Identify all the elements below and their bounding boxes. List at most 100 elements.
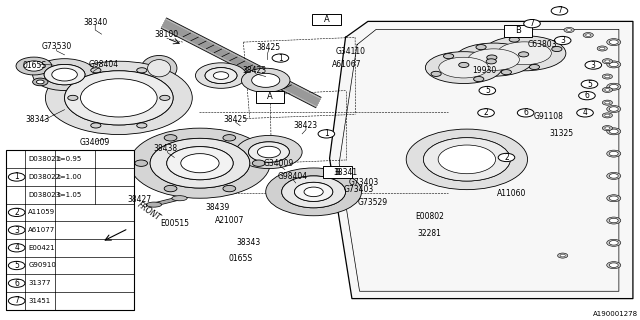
Text: A11060: A11060 — [497, 189, 526, 198]
Circle shape — [609, 151, 618, 156]
Circle shape — [272, 54, 289, 62]
Circle shape — [36, 80, 44, 84]
Circle shape — [195, 63, 246, 88]
Circle shape — [609, 263, 618, 268]
Circle shape — [406, 129, 527, 190]
Text: 7: 7 — [14, 296, 19, 305]
Circle shape — [602, 74, 612, 79]
Circle shape — [282, 176, 346, 208]
Text: 38425: 38425 — [223, 115, 248, 124]
Circle shape — [609, 218, 618, 223]
Circle shape — [609, 241, 618, 245]
Text: A: A — [323, 15, 329, 24]
Text: 38343: 38343 — [236, 238, 260, 247]
Text: 6: 6 — [14, 279, 19, 288]
Circle shape — [266, 168, 362, 216]
Circle shape — [597, 46, 607, 51]
Text: G34009: G34009 — [80, 138, 110, 147]
Text: 3: 3 — [560, 36, 565, 45]
Circle shape — [560, 254, 565, 257]
Circle shape — [8, 297, 25, 305]
Text: 38100: 38100 — [155, 30, 179, 39]
Circle shape — [164, 185, 177, 192]
Ellipse shape — [148, 60, 171, 77]
Circle shape — [585, 61, 602, 69]
Text: 38423: 38423 — [243, 66, 267, 75]
Circle shape — [509, 37, 520, 42]
FancyBboxPatch shape — [504, 25, 532, 36]
Circle shape — [605, 114, 610, 117]
Circle shape — [607, 239, 621, 246]
Circle shape — [459, 62, 469, 68]
Circle shape — [518, 52, 529, 57]
Text: G34009: G34009 — [264, 159, 294, 168]
Text: 5: 5 — [14, 261, 19, 270]
Text: 1: 1 — [14, 172, 19, 181]
Text: D038021: D038021 — [28, 156, 60, 162]
Circle shape — [318, 130, 335, 138]
Circle shape — [477, 109, 494, 117]
Text: 2: 2 — [14, 208, 19, 217]
Circle shape — [24, 61, 44, 71]
Circle shape — [241, 68, 290, 92]
Circle shape — [164, 135, 177, 141]
Circle shape — [438, 145, 495, 174]
Text: 32281: 32281 — [418, 229, 442, 238]
Text: E00421: E00421 — [28, 245, 55, 251]
Text: G73530: G73530 — [41, 42, 72, 52]
Circle shape — [607, 83, 621, 90]
Circle shape — [607, 195, 621, 202]
Text: 5: 5 — [587, 80, 592, 89]
FancyBboxPatch shape — [323, 166, 351, 178]
Text: 38340: 38340 — [83, 19, 108, 28]
Circle shape — [602, 59, 612, 64]
Bar — [6, 150, 134, 310]
Text: G90910: G90910 — [28, 262, 56, 268]
Circle shape — [33, 59, 97, 91]
Text: 3: 3 — [14, 226, 19, 235]
Circle shape — [91, 68, 101, 73]
Circle shape — [137, 68, 147, 73]
Circle shape — [52, 68, 77, 81]
Circle shape — [498, 153, 515, 162]
Circle shape — [529, 64, 540, 69]
Circle shape — [167, 147, 233, 180]
Circle shape — [236, 135, 302, 169]
Text: B: B — [515, 27, 521, 36]
Circle shape — [150, 138, 250, 188]
Text: t=0.95: t=0.95 — [58, 156, 82, 162]
Text: G98404: G98404 — [89, 60, 119, 69]
Circle shape — [605, 75, 610, 78]
Circle shape — [524, 20, 540, 28]
Circle shape — [213, 72, 228, 79]
Circle shape — [137, 123, 147, 128]
Circle shape — [487, 55, 497, 60]
Text: 38438: 38438 — [154, 144, 177, 153]
Text: D038022: D038022 — [28, 174, 60, 180]
Circle shape — [252, 160, 265, 166]
Text: D038023: D038023 — [28, 192, 60, 198]
Circle shape — [8, 279, 25, 287]
Text: 38425: 38425 — [257, 43, 281, 52]
Circle shape — [605, 127, 610, 129]
Circle shape — [609, 107, 618, 111]
Circle shape — [248, 142, 289, 162]
Circle shape — [8, 261, 25, 270]
Circle shape — [91, 123, 101, 128]
Circle shape — [16, 57, 52, 75]
Circle shape — [564, 28, 574, 33]
Text: 38427: 38427 — [128, 195, 152, 204]
Circle shape — [8, 173, 25, 181]
Circle shape — [609, 84, 618, 89]
Circle shape — [607, 39, 621, 46]
Circle shape — [294, 182, 333, 201]
Text: 31377: 31377 — [28, 280, 51, 286]
Text: 38343: 38343 — [26, 115, 50, 124]
Circle shape — [501, 70, 511, 75]
Text: 1: 1 — [278, 53, 283, 62]
Ellipse shape — [426, 52, 502, 84]
Circle shape — [602, 100, 612, 105]
Circle shape — [479, 86, 495, 95]
Text: E00515: E00515 — [160, 219, 189, 228]
Text: 38439: 38439 — [205, 203, 230, 212]
